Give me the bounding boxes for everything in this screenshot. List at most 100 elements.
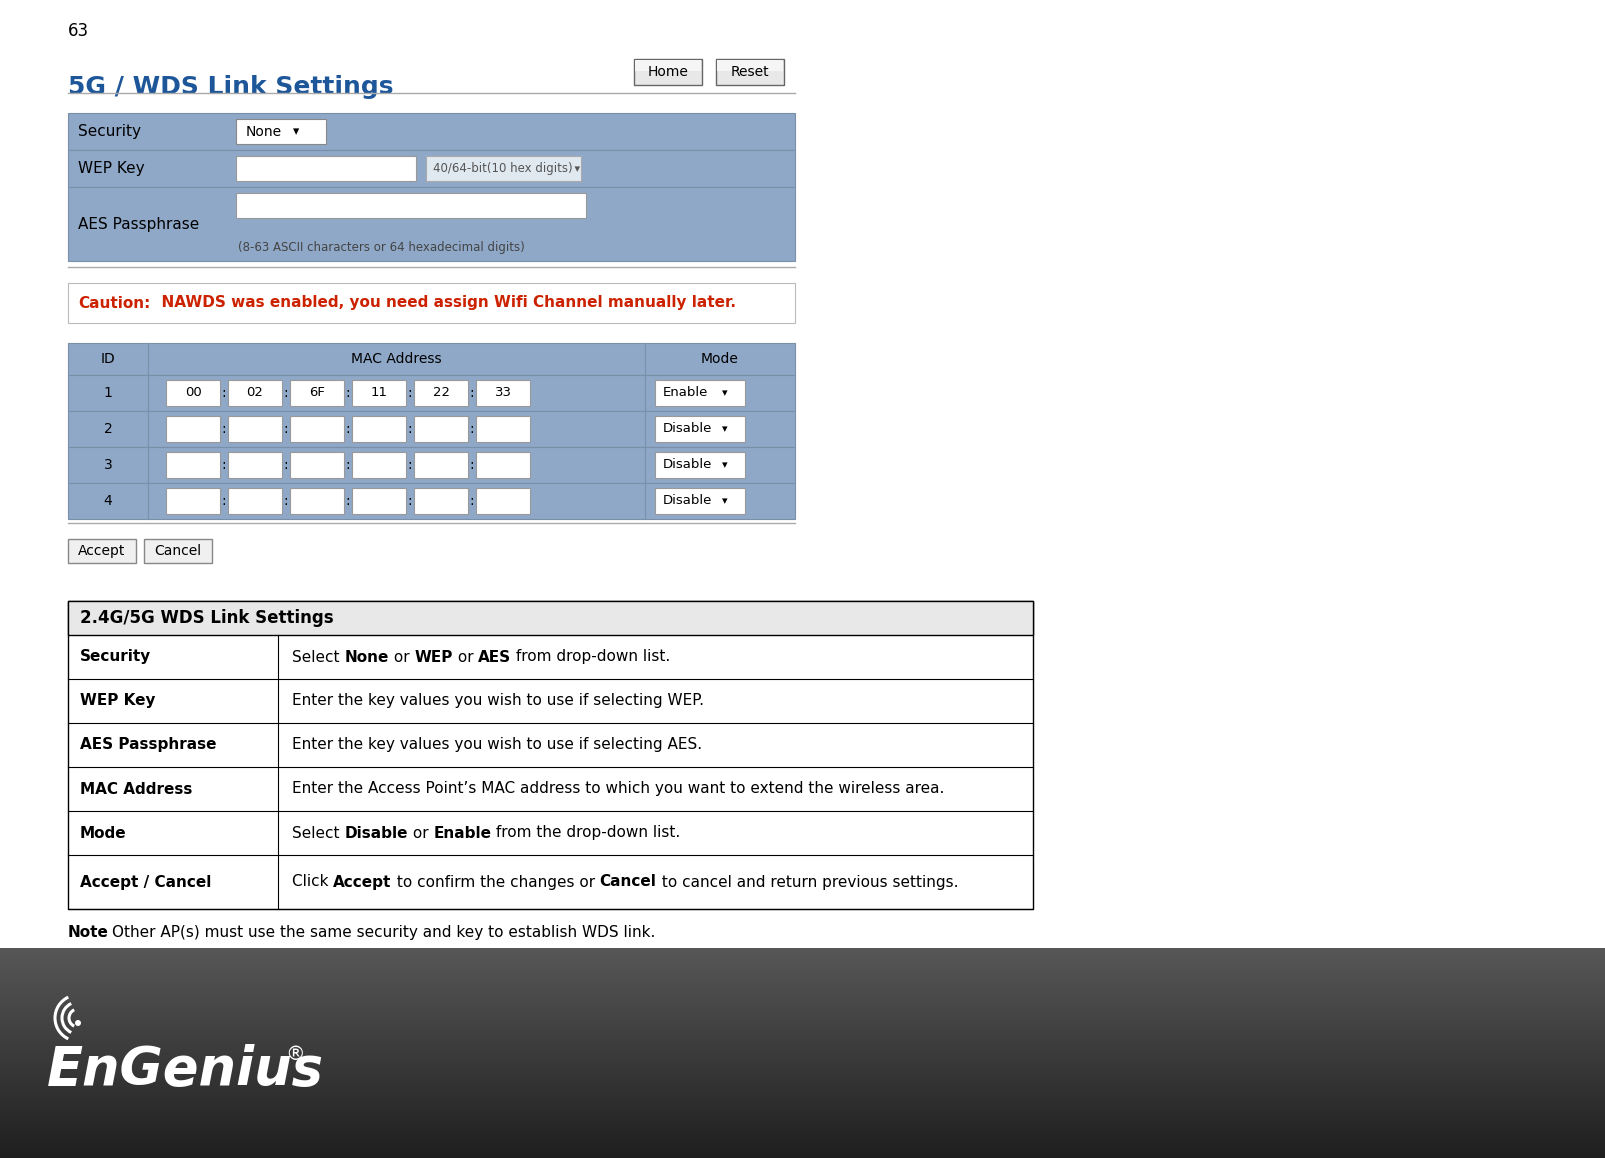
Bar	[414, 488, 469, 514]
Bar	[425, 156, 581, 181]
Bar	[477, 416, 530, 442]
Bar	[67, 601, 1034, 635]
Text: :: :	[408, 422, 412, 437]
Text: WEP: WEP	[414, 650, 453, 665]
Text: WEP Key: WEP Key	[79, 161, 144, 176]
Text: 40/64-bit(10 hex digits): 40/64-bit(10 hex digits)	[433, 162, 573, 175]
Text: Click: Click	[292, 874, 334, 889]
Bar	[165, 380, 220, 406]
Bar	[477, 452, 530, 478]
Bar	[228, 488, 282, 514]
Bar	[67, 186, 794, 261]
Text: :: :	[345, 386, 350, 400]
Text: Note: Note	[67, 925, 109, 940]
Text: Security: Security	[79, 124, 141, 139]
Text: :: :	[470, 459, 475, 472]
Text: ID: ID	[101, 352, 116, 366]
Text: Mode: Mode	[701, 352, 738, 366]
Bar	[716, 59, 783, 85]
Text: Security: Security	[80, 650, 151, 665]
Bar	[717, 60, 783, 71]
Text: Enter the Access Point’s MAC address to which you want to extend the wireless ar: Enter the Access Point’s MAC address to …	[292, 782, 944, 797]
Text: 11: 11	[371, 387, 387, 400]
Text: Enter the key values you wish to use if selecting AES.: Enter the key values you wish to use if …	[292, 738, 701, 753]
Bar	[165, 416, 220, 442]
Bar	[236, 193, 586, 218]
Text: :: :	[470, 386, 475, 400]
Text: Home: Home	[647, 65, 689, 79]
Text: AES: AES	[478, 650, 512, 665]
Text: EnGenius: EnGenius	[47, 1045, 324, 1095]
Text: AES Passphrase: AES Passphrase	[79, 217, 199, 232]
Bar	[655, 416, 745, 442]
Text: 1: 1	[104, 386, 112, 400]
Text: 4: 4	[104, 494, 112, 508]
Text: Enter the key values you wish to use if selecting WEP.: Enter the key values you wish to use if …	[292, 694, 705, 709]
Text: ▾: ▾	[722, 460, 727, 470]
Text: Disable: Disable	[663, 423, 713, 435]
Text: Caution:: Caution:	[79, 295, 151, 310]
Text: Select: Select	[292, 650, 345, 665]
Text: Disable: Disable	[345, 826, 408, 841]
Text: :: :	[408, 494, 412, 508]
Text: 63: 63	[67, 22, 90, 41]
Bar	[351, 452, 406, 478]
Bar	[165, 488, 220, 514]
Text: 6F: 6F	[310, 387, 324, 400]
Bar	[351, 488, 406, 514]
Bar	[351, 380, 406, 406]
Text: Cancel: Cancel	[600, 874, 656, 889]
Bar	[236, 119, 326, 144]
Text: 00: 00	[185, 387, 201, 400]
Bar	[228, 380, 282, 406]
Text: :: :	[221, 386, 226, 400]
Bar	[67, 538, 136, 563]
Bar	[655, 452, 745, 478]
Text: Cancel: Cancel	[154, 544, 202, 558]
Bar	[351, 416, 406, 442]
Text: Disable: Disable	[663, 459, 713, 471]
Text: ▾: ▾	[571, 163, 579, 174]
Text: AES Passphrase: AES Passphrase	[80, 738, 217, 753]
Bar	[165, 452, 220, 478]
Text: Accept: Accept	[79, 544, 125, 558]
Bar	[414, 452, 469, 478]
Text: : Other AP(s) must use the same security and key to establish WDS link.: : Other AP(s) must use the same security…	[103, 925, 655, 940]
Text: from drop-down list.: from drop-down list.	[512, 650, 671, 665]
Bar	[67, 375, 794, 411]
Bar	[291, 488, 343, 514]
Bar	[291, 380, 343, 406]
Text: :: :	[470, 494, 475, 508]
Bar	[67, 283, 794, 323]
Text: Enable: Enable	[433, 826, 491, 841]
Text: :: :	[345, 459, 350, 472]
Bar	[477, 380, 530, 406]
Bar	[291, 452, 343, 478]
Bar	[655, 488, 745, 514]
Text: ▾: ▾	[294, 125, 299, 138]
Bar	[414, 380, 469, 406]
Bar	[67, 601, 1034, 909]
Text: :: :	[470, 422, 475, 437]
Bar	[228, 416, 282, 442]
Text: Select: Select	[292, 826, 345, 841]
Text: or: or	[408, 826, 433, 841]
Text: Mode: Mode	[80, 826, 127, 841]
Text: :: :	[284, 422, 289, 437]
Text: 2: 2	[104, 422, 112, 437]
Bar	[291, 416, 343, 442]
Text: NAWDS was enabled, you need assign Wifi Channel manually later.: NAWDS was enabled, you need assign Wifi …	[151, 295, 737, 310]
Text: ▾: ▾	[722, 424, 727, 434]
Bar	[144, 538, 212, 563]
Text: or: or	[388, 650, 414, 665]
Text: ▾: ▾	[722, 388, 727, 398]
Text: None: None	[345, 650, 388, 665]
Text: :: :	[408, 459, 412, 472]
Text: :: :	[345, 494, 350, 508]
Text: ®: ®	[286, 1046, 305, 1064]
Text: None: None	[246, 125, 282, 139]
Text: :: :	[221, 494, 226, 508]
Bar	[67, 151, 794, 186]
Bar	[477, 488, 530, 514]
Circle shape	[75, 1020, 80, 1026]
